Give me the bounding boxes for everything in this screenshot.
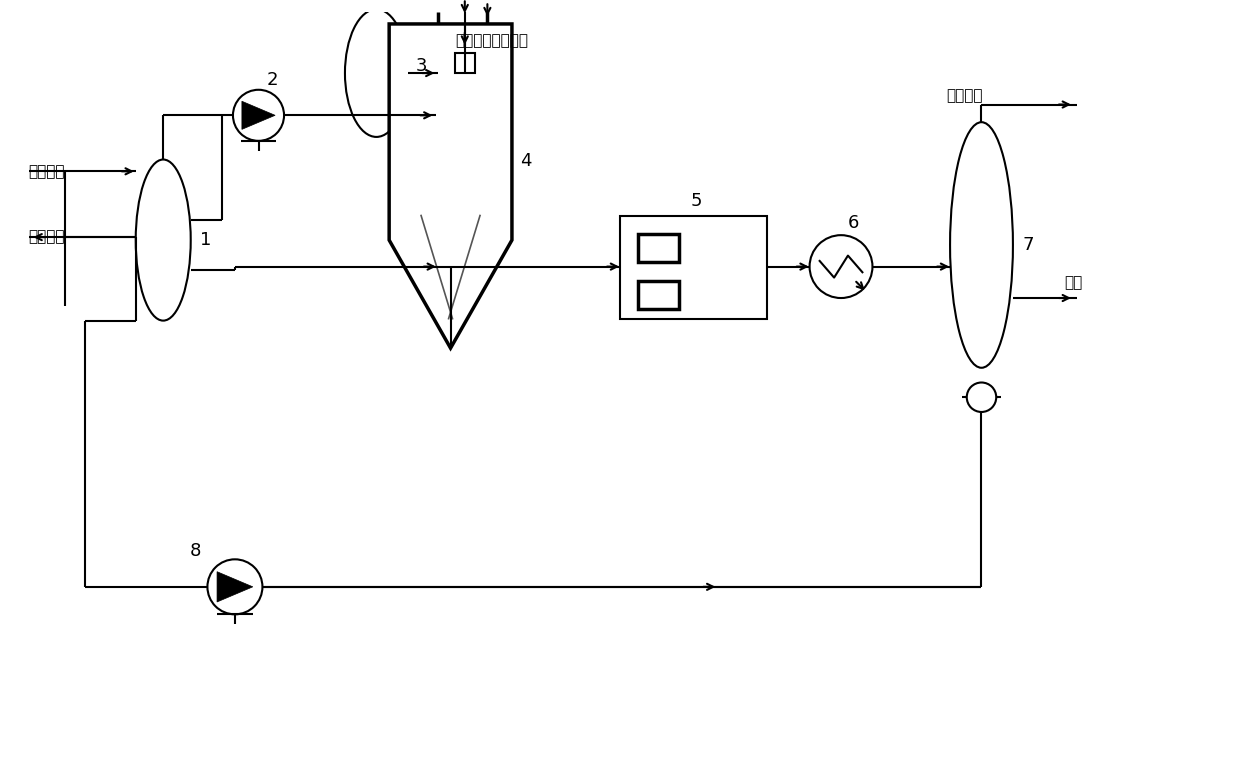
Circle shape	[967, 383, 996, 412]
Text: 1: 1	[200, 231, 211, 249]
Bar	[455, 54, 475, 73]
Polygon shape	[242, 101, 275, 130]
Polygon shape	[389, 24, 512, 348]
Text: 4: 4	[520, 153, 531, 170]
Text: 3: 3	[415, 58, 427, 75]
Text: 8: 8	[190, 542, 201, 561]
Bar	[620, 216, 768, 318]
Text: 新鲜乙烯: 新鲜乙烯	[29, 164, 66, 179]
Text: 出料: 出料	[1064, 275, 1083, 290]
Circle shape	[233, 90, 284, 141]
Text: 6: 6	[848, 214, 859, 232]
Text: 2: 2	[267, 71, 278, 89]
Ellipse shape	[950, 122, 1013, 367]
Text: 5: 5	[691, 192, 702, 210]
Text: 循环乙烯: 循环乙烯	[29, 229, 66, 245]
Bar	[637, 281, 680, 309]
Circle shape	[207, 559, 263, 614]
Ellipse shape	[135, 160, 191, 321]
Text: 7: 7	[1023, 236, 1034, 254]
Text: 循环乙烯: 循环乙烯	[946, 88, 982, 104]
Bar	[637, 235, 680, 262]
Ellipse shape	[345, 9, 408, 137]
Text: 催化剂、溶剂注入: 催化剂、溶剂注入	[455, 33, 528, 48]
Polygon shape	[217, 571, 253, 602]
Circle shape	[810, 235, 873, 298]
